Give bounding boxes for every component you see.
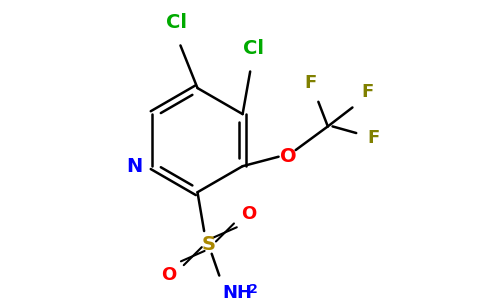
Text: F: F bbox=[362, 83, 374, 101]
Text: NH: NH bbox=[222, 284, 252, 300]
Text: Cl: Cl bbox=[166, 13, 187, 32]
Text: 2: 2 bbox=[249, 283, 257, 296]
Text: S: S bbox=[202, 235, 216, 254]
Text: F: F bbox=[304, 74, 317, 92]
Text: N: N bbox=[127, 157, 143, 176]
Text: O: O bbox=[241, 205, 256, 223]
Text: F: F bbox=[367, 129, 379, 147]
Text: O: O bbox=[280, 147, 296, 166]
Text: O: O bbox=[162, 266, 177, 284]
Text: Cl: Cl bbox=[243, 39, 264, 58]
